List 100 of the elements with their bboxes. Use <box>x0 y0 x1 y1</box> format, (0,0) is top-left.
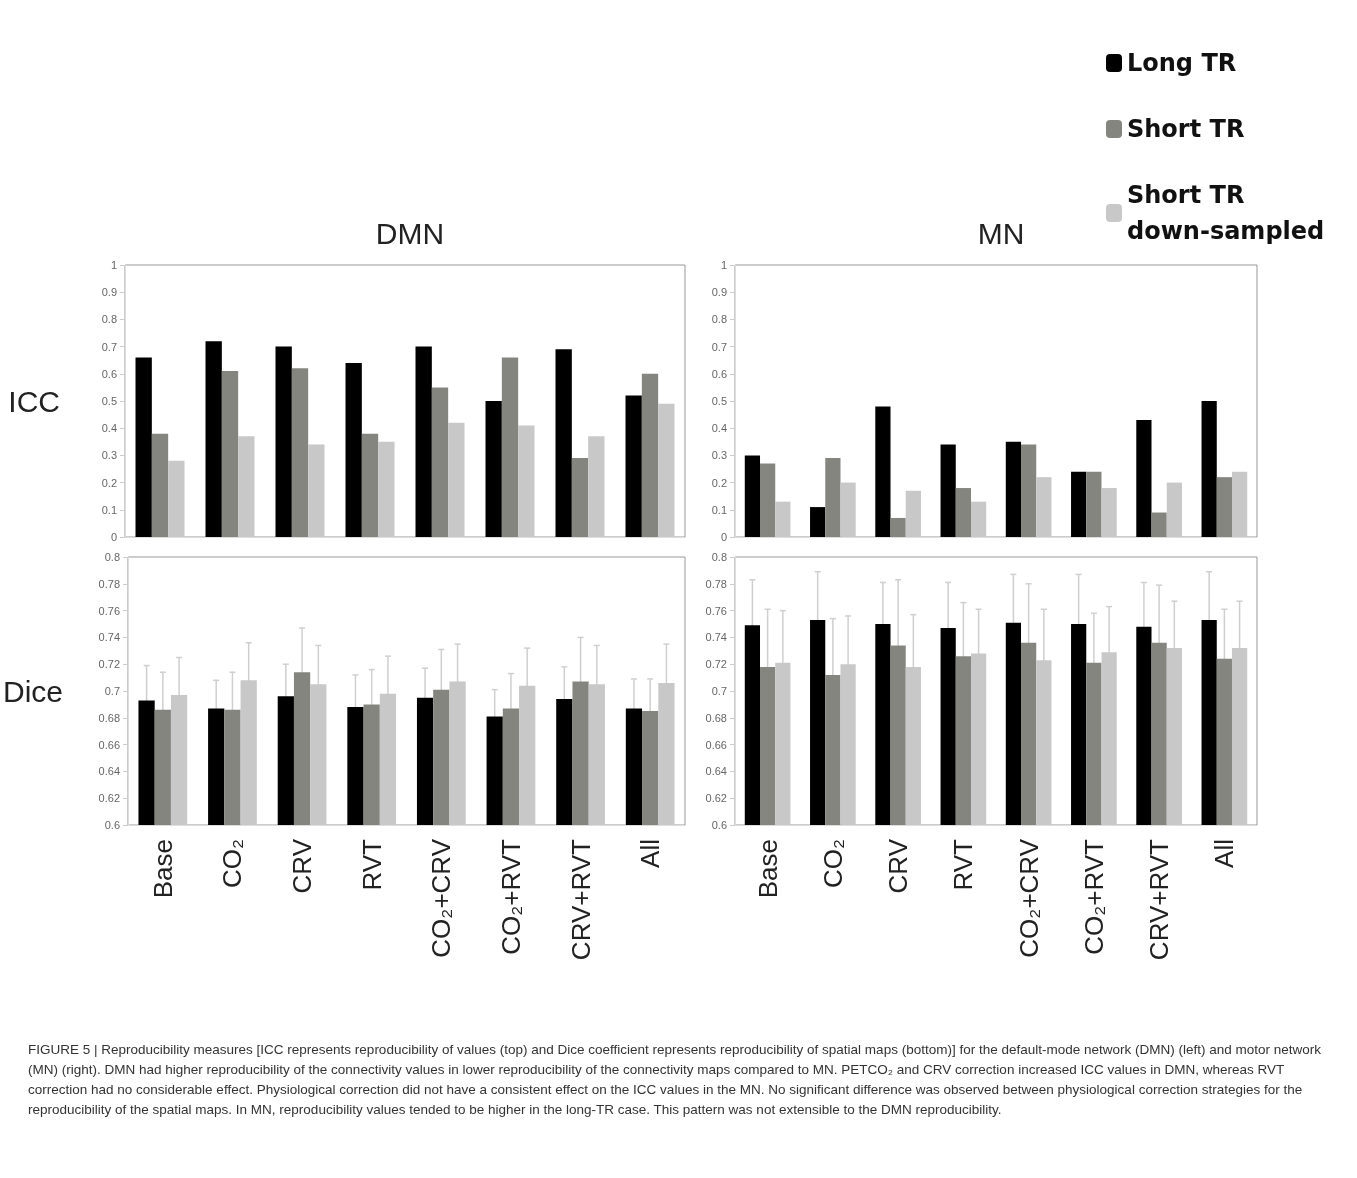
y-tick-label: 0.8 <box>711 313 727 326</box>
y-tick-label: 0.8 <box>104 551 121 563</box>
bar <box>205 341 222 537</box>
y-tick-label: 0.62 <box>705 792 727 805</box>
y-tick-label: 0 <box>110 531 117 543</box>
bar <box>501 357 519 537</box>
y-axis-title: Dice <box>3 674 64 708</box>
y-tick-label: 0.2 <box>711 476 727 489</box>
bar <box>1086 471 1102 537</box>
bar <box>1005 441 1022 537</box>
y-tick-label: 0 <box>720 531 727 543</box>
x-tick-label: CRV+RVT <box>565 838 596 961</box>
x-tick-label: CRV <box>883 838 914 894</box>
x-tick-label: All <box>635 839 666 868</box>
bar <box>275 346 292 537</box>
x-tick-label: CRV <box>287 838 318 894</box>
bar <box>641 373 659 537</box>
legend-label: Long TR <box>1127 49 1237 77</box>
bar <box>1201 401 1217 537</box>
y-tick-label: 0.5 <box>711 395 727 407</box>
x-tick-label: All <box>1209 839 1240 868</box>
bar <box>448 422 465 537</box>
bar <box>905 490 921 537</box>
y-tick-label: 0.76 <box>98 604 121 617</box>
y-tick-label: 0.7 <box>104 685 121 697</box>
legend-label: Short TR down-sampled <box>1127 181 1325 245</box>
chart-title: MN <box>977 216 1025 250</box>
y-tick-label: 0.7 <box>711 340 727 353</box>
y-tick-label: 0.4 <box>101 422 117 435</box>
y-tick-label: 0.74 <box>705 631 727 644</box>
y-tick-label: 1 <box>720 259 727 271</box>
x-tick-label: RVT <box>948 838 979 891</box>
bar <box>1136 420 1152 537</box>
bar <box>238 436 255 537</box>
bar <box>1166 482 1182 537</box>
bar <box>1036 477 1052 537</box>
bar <box>571 458 589 537</box>
caption: FIGURE 5 | Reproducibility measures [ICC represents reproducibility of values (top) and Dice coefficient represents reproducibility of spatial maps (bottom)] for the default-mode network (DMN) (left) and motor network (MN) (right). DMN had higher reproducibility of the connectivity values in lower reproducibility of the connectivity maps compared to MN. PETCO₂ and CRV correction increased ICC values in DMN, whereas RVT correction had no considerable effect. Physiological correction did not have a consistent effect on the ICC values in the MN. No significant difference was observed between physiological correction strategies for the reproducibility of the spatial maps. In MN, reproducibility values tended to be higher in the long-TR case. This pattern was not extensible to the DMN reproducibility. <box>28 1041 1323 1119</box>
y-tick-label: 0.8 <box>101 313 117 326</box>
y-tick-label: 0.78 <box>98 577 121 590</box>
bar <box>625 395 642 537</box>
bar <box>291 368 309 537</box>
bar <box>970 501 987 537</box>
bar <box>1151 512 1167 537</box>
y-tick-label: 0.4 <box>711 422 727 435</box>
legend-label: Short TR <box>1127 115 1245 143</box>
bar <box>485 401 502 537</box>
x-tick-label: Base <box>752 839 783 899</box>
bar <box>345 362 362 537</box>
bar <box>221 371 239 537</box>
y-tick-label: 0.3 <box>711 449 727 462</box>
y-axis-title: ICC <box>8 384 60 418</box>
y-tick-label: 0.6 <box>711 819 727 831</box>
y-tick-label: 0.68 <box>705 711 727 724</box>
x-tick-label: CO₂+CRV <box>1013 838 1044 958</box>
bar <box>151 433 169 537</box>
y-tick-label: 0.9 <box>711 286 727 299</box>
bar <box>518 425 535 537</box>
y-tick-label: 0.6 <box>104 819 121 831</box>
y-tick-label: 0.64 <box>705 765 727 778</box>
x-tick-label: CO₂ <box>217 839 248 889</box>
y-tick-label: 0.5 <box>101 395 117 407</box>
bar <box>1101 488 1117 537</box>
y-tick-label: 0.3 <box>101 449 117 462</box>
y-tick-label: 0.64 <box>98 765 121 778</box>
y-tick-label: 0.8 <box>711 551 727 563</box>
bar <box>825 458 841 537</box>
bar <box>415 346 432 537</box>
bar <box>1231 471 1248 537</box>
y-tick-label: 0.78 <box>705 577 727 590</box>
y-tick-label: 0.66 <box>98 738 121 751</box>
bar <box>810 507 826 537</box>
x-tick-label: RVT <box>356 838 387 891</box>
bar <box>378 441 395 537</box>
y-tick-label: 0.7 <box>101 340 117 353</box>
x-tick-label: CO₂ <box>817 839 848 889</box>
bar <box>555 349 572 537</box>
y-tick-label: 0.72 <box>705 658 727 671</box>
y-tick-label: 0.62 <box>98 792 121 805</box>
y-tick-label: 0.68 <box>98 711 121 724</box>
y-tick-label: 0.74 <box>98 631 121 644</box>
y-tick-label: 0.2 <box>101 476 117 489</box>
y-tick-label: 0.1 <box>101 503 117 516</box>
y-tick-label: 0.1 <box>711 503 727 516</box>
bar <box>1071 471 1087 537</box>
bar <box>658 403 675 537</box>
bar <box>940 444 956 537</box>
y-tick-label: 1 <box>110 259 117 271</box>
bar <box>840 482 856 537</box>
y-tick-label: 0.76 <box>705 604 727 617</box>
bar <box>431 387 449 537</box>
y-tick-label: 0.66 <box>705 738 727 751</box>
bar <box>744 455 761 537</box>
x-tick-label: CRV+RVT <box>1144 838 1175 961</box>
bar <box>361 433 379 537</box>
bar <box>168 460 185 537</box>
bar <box>308 444 325 537</box>
bar <box>588 436 605 537</box>
x-tick-label: CO₂+RVT <box>495 838 526 955</box>
y-tick-label: 0.7 <box>711 685 727 697</box>
